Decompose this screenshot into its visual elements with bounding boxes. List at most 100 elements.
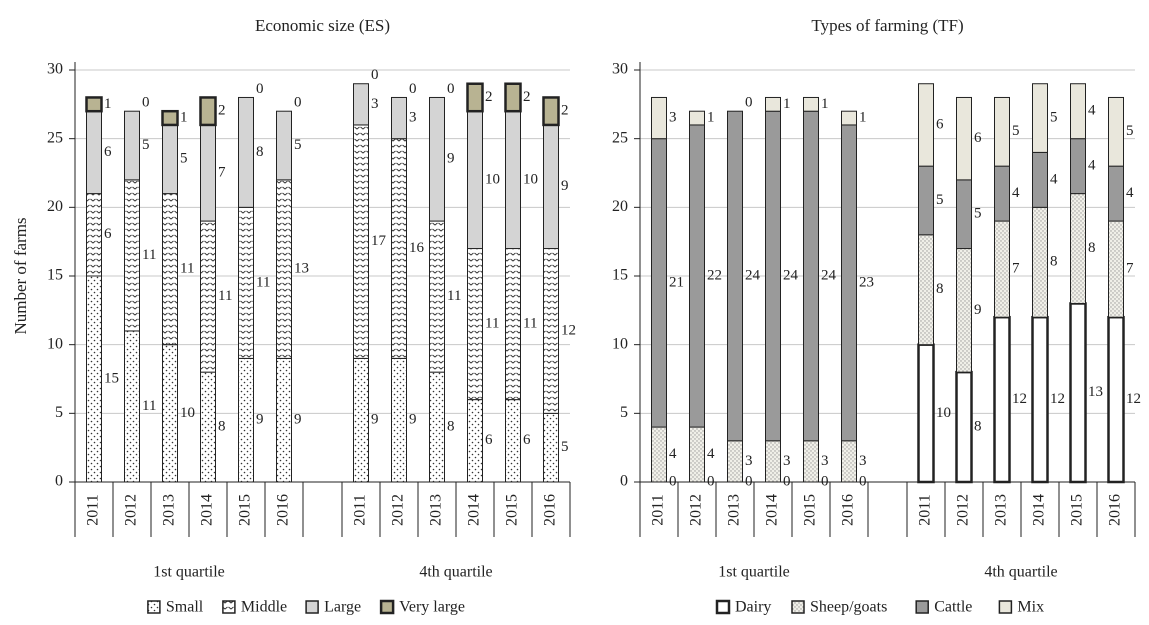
legend-label: Sheep/goats — [810, 599, 887, 616]
data-label: 3 — [783, 453, 791, 469]
bar-segment — [200, 220, 216, 373]
bar-segment — [504, 82, 522, 113]
data-label: 2 — [485, 89, 493, 105]
bar-segment — [803, 440, 819, 483]
bar-segment — [841, 110, 857, 126]
data-label: 7 — [1012, 261, 1020, 277]
bar-segment — [994, 165, 1010, 222]
data-label: 23 — [859, 274, 874, 290]
bar-segment — [391, 138, 407, 359]
bar-segment — [651, 138, 667, 428]
data-label: 24 — [821, 267, 837, 283]
data-label: 5 — [1126, 123, 1134, 139]
data-label: 8 — [936, 281, 944, 297]
data-label: 2 — [218, 103, 226, 119]
bar-segment — [727, 110, 743, 442]
bar-segment — [162, 124, 178, 195]
legend-swatch — [915, 600, 929, 614]
y-tick-label: 10 — [612, 335, 628, 352]
bar-segment — [765, 440, 781, 483]
legend-swatch — [147, 600, 161, 614]
data-label: 16 — [409, 240, 425, 256]
x-tick-label: 2012 — [123, 494, 140, 526]
bar-segment — [956, 179, 972, 250]
bar-segment — [467, 248, 483, 401]
data-label: 1 — [821, 96, 829, 112]
data-label: 22 — [707, 267, 722, 283]
bar-segment — [124, 179, 140, 332]
bar-segment — [1070, 83, 1086, 140]
y-tick-label: 20 — [612, 198, 628, 215]
x-tick-label: 2013 — [161, 494, 178, 526]
bar-segment — [918, 234, 934, 346]
data-label: 1 — [180, 110, 188, 126]
bar-segment — [86, 193, 102, 277]
data-label: 9 — [447, 151, 455, 167]
bar-segment — [505, 110, 521, 250]
bar-segment — [429, 96, 445, 222]
data-label: 11 — [142, 398, 156, 414]
bar-segment — [1032, 151, 1048, 208]
group-label: 4th quartile — [984, 564, 1057, 581]
data-label: 8 — [256, 144, 264, 160]
data-label: 8 — [218, 419, 226, 435]
data-label: 8 — [1050, 254, 1058, 270]
legend-label: Middle — [241, 599, 287, 616]
data-label: 9 — [409, 412, 417, 428]
data-label: 3 — [859, 453, 867, 469]
bar-segment — [1070, 138, 1086, 195]
data-label: 0 — [294, 95, 302, 111]
x-tick-label: 2012 — [688, 494, 705, 526]
x-tick-label: 2016 — [1107, 494, 1124, 526]
bar-segment — [917, 343, 935, 484]
x-tick-label: 2014 — [199, 494, 216, 526]
bar-segment — [276, 179, 292, 359]
data-label: 8 — [447, 419, 455, 435]
y-tick-label: 25 — [612, 129, 628, 146]
data-label: 9 — [294, 412, 302, 428]
data-label: 5 — [974, 206, 982, 222]
bar-segment — [466, 82, 484, 113]
data-label: 0 — [142, 95, 150, 111]
bar-segment — [651, 96, 667, 140]
x-tick-label: 2015 — [504, 494, 521, 526]
bar-segment — [956, 96, 972, 181]
legend-swatch — [305, 600, 319, 614]
data-label: 6 — [936, 116, 944, 132]
bar-segment — [1031, 315, 1049, 484]
bar-segment — [1108, 220, 1124, 318]
bar-segment — [994, 96, 1010, 167]
data-label: 5 — [180, 151, 188, 167]
chart-title: Economic size (ES) — [255, 16, 390, 35]
data-label: 0 — [409, 81, 417, 97]
data-label: 5 — [1050, 110, 1058, 126]
bar-segment — [918, 83, 934, 167]
bar-segment — [353, 83, 369, 126]
bar-segment — [238, 206, 254, 359]
bar-segment — [505, 248, 521, 401]
x-tick-label: 2011 — [650, 494, 667, 525]
data-label: 9 — [371, 412, 379, 428]
data-label: 5 — [936, 192, 944, 208]
data-label: 9 — [561, 178, 569, 194]
y-tick-label: 10 — [47, 335, 63, 352]
data-label: 12 — [1126, 391, 1141, 407]
legend-swatch — [379, 599, 395, 615]
x-tick-label: 2015 — [237, 494, 254, 526]
data-label: 12 — [561, 322, 576, 338]
group-label: 1st quartile — [153, 564, 225, 581]
bar-segment — [803, 96, 819, 112]
data-label: 8 — [974, 419, 982, 435]
bar-segment — [918, 165, 934, 236]
x-tick-label: 2014 — [764, 494, 781, 526]
bar-segment — [85, 96, 103, 113]
data-label: 3 — [669, 110, 677, 126]
bar-segment — [994, 220, 1010, 318]
legend-swatch — [715, 599, 731, 615]
bar-segment — [429, 371, 445, 483]
bar-segment — [651, 426, 667, 483]
legend-swatch — [222, 600, 236, 614]
bar-segment — [993, 315, 1011, 484]
data-label: 5 — [1012, 123, 1020, 139]
bar-segment — [1070, 193, 1086, 304]
